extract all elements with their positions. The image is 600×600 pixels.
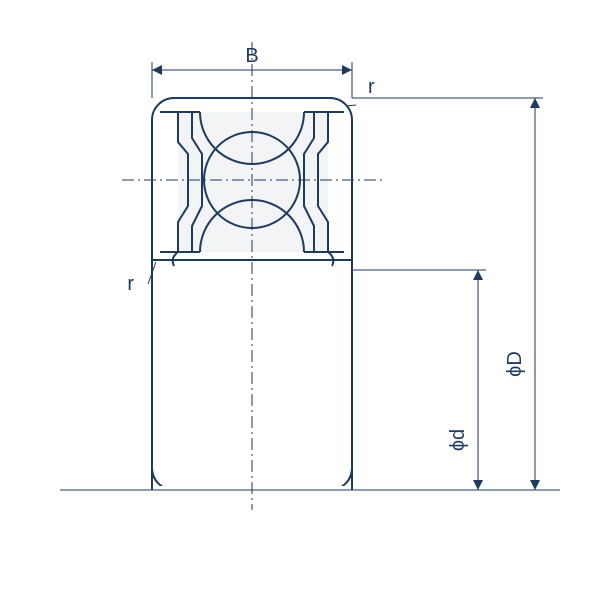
dim-r-bot-label: r [127,273,134,295]
dim-B-label: B [245,45,258,67]
dim-r-top-label: r [368,76,375,98]
arrowhead [530,98,540,108]
dim-d-label: ϕd [447,429,469,451]
arrowhead [342,65,352,75]
arrowhead [473,270,483,280]
arrowhead [473,480,483,490]
dim-D-label: ϕD [504,351,526,377]
arrowhead [152,65,162,75]
arrowhead [530,480,540,490]
